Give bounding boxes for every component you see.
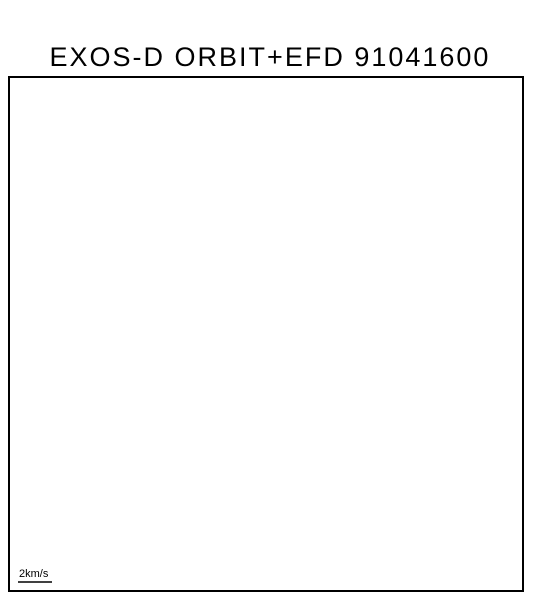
scale-label: 2km/s <box>19 568 49 580</box>
chart-title: EXOS-D ORBIT+EFD 91041600 <box>50 42 491 72</box>
frame <box>8 76 524 592</box>
